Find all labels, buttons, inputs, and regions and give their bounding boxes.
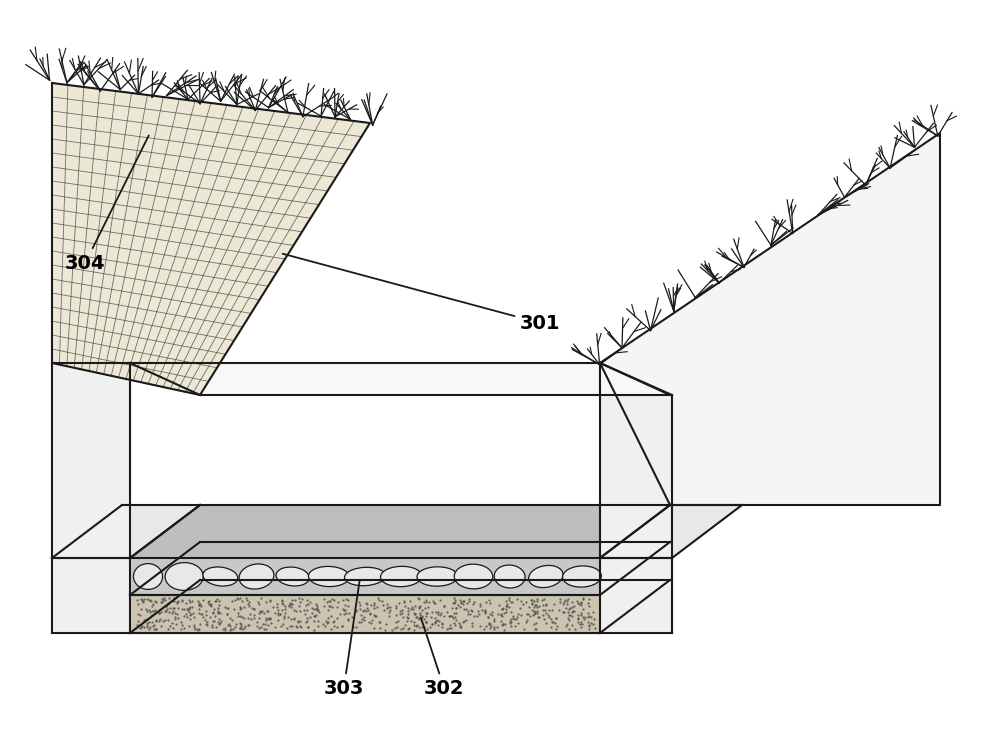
- Text: 303: 303: [324, 581, 364, 698]
- Ellipse shape: [239, 564, 274, 589]
- Polygon shape: [130, 558, 600, 595]
- Ellipse shape: [203, 567, 238, 586]
- Text: 302: 302: [421, 617, 464, 698]
- Polygon shape: [600, 505, 742, 558]
- Polygon shape: [52, 558, 130, 633]
- Polygon shape: [130, 505, 670, 558]
- Polygon shape: [52, 83, 370, 395]
- Ellipse shape: [529, 566, 563, 587]
- Polygon shape: [600, 558, 672, 633]
- Ellipse shape: [276, 567, 309, 586]
- Ellipse shape: [417, 567, 458, 586]
- Polygon shape: [600, 363, 672, 558]
- Polygon shape: [600, 133, 940, 505]
- Polygon shape: [130, 363, 670, 395]
- Polygon shape: [52, 505, 200, 558]
- Ellipse shape: [308, 566, 349, 587]
- Polygon shape: [130, 542, 670, 595]
- Ellipse shape: [494, 565, 525, 588]
- Ellipse shape: [563, 566, 601, 587]
- Text: 301: 301: [283, 254, 560, 333]
- Polygon shape: [130, 595, 600, 633]
- Ellipse shape: [454, 564, 493, 589]
- Text: 304: 304: [65, 136, 149, 273]
- Ellipse shape: [133, 563, 163, 590]
- Ellipse shape: [381, 566, 422, 587]
- Polygon shape: [52, 363, 130, 558]
- Ellipse shape: [345, 567, 385, 586]
- Ellipse shape: [165, 562, 203, 590]
